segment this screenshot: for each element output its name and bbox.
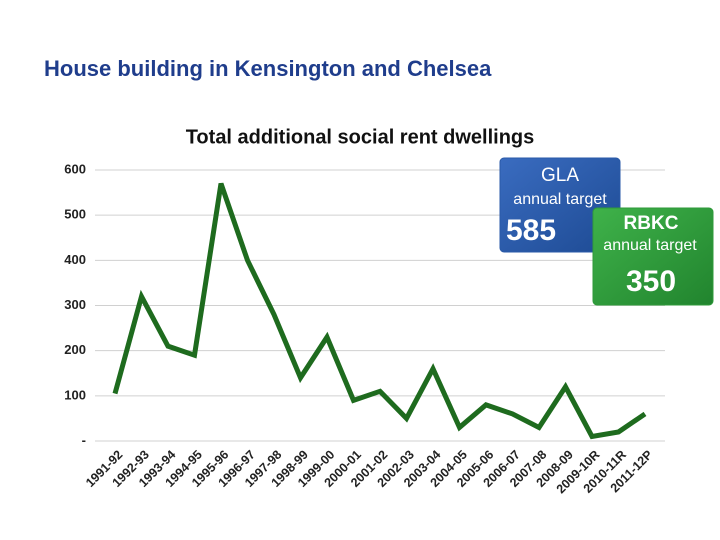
box-title: RBKC xyxy=(624,213,679,234)
y-tick-label: 200 xyxy=(64,342,86,357)
box-value: 350 xyxy=(626,265,676,298)
y-tick-label: 100 xyxy=(64,387,86,402)
y-tick-label: 500 xyxy=(64,207,86,222)
data-line xyxy=(112,182,647,440)
y-tick-label: 400 xyxy=(64,252,86,267)
target-box: GLA annual target 585 xyxy=(499,157,621,253)
target-box-bg xyxy=(592,207,714,306)
box-value: 585 xyxy=(506,214,556,247)
page-title: House building in Kensington and Chelsea xyxy=(44,56,492,81)
target-box: RBKC annual target 350 xyxy=(592,207,714,306)
target-box-bg xyxy=(499,157,621,253)
box-text: annual target xyxy=(513,191,607,208)
chart-title: Total additional social rent dwellings xyxy=(186,126,535,148)
y-tick-label: - xyxy=(82,432,86,447)
box-title: GLA xyxy=(541,165,579,186)
y-tick-label: 600 xyxy=(64,161,86,176)
box-text: annual target xyxy=(603,237,697,254)
y-tick-label: 300 xyxy=(64,297,86,312)
